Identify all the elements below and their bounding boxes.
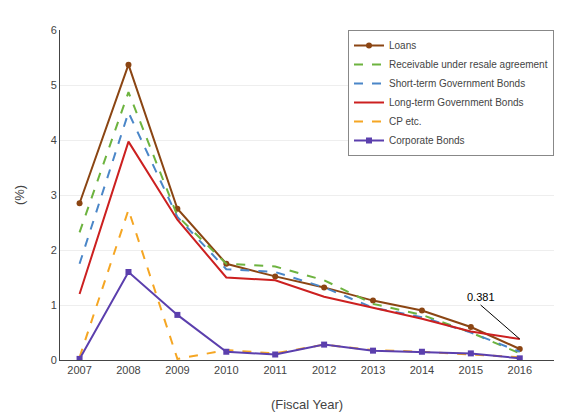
svg-text:1: 1 — [51, 299, 57, 311]
svg-text:(Fiscal Year): (Fiscal Year) — [271, 397, 343, 412]
svg-text:2009: 2009 — [165, 364, 189, 376]
svg-text:2016: 2016 — [508, 364, 532, 376]
svg-text:Short-term Government Bonds: Short-term Government Bonds — [389, 78, 525, 89]
svg-text:2015: 2015 — [459, 364, 483, 376]
svg-text:0: 0 — [51, 354, 57, 366]
svg-text:2011: 2011 — [263, 364, 287, 376]
svg-text:3: 3 — [51, 189, 57, 201]
svg-text:2013: 2013 — [361, 364, 385, 376]
svg-text:Loans: Loans — [389, 40, 416, 51]
svg-text:CP etc.: CP etc. — [389, 116, 422, 127]
svg-text:Receivable under resale agreem: Receivable under resale agreement — [389, 59, 548, 70]
svg-text:5: 5 — [51, 79, 57, 91]
svg-text:Corporate Bonds: Corporate Bonds — [389, 135, 465, 146]
svg-text:2014: 2014 — [410, 364, 434, 376]
svg-text:2007: 2007 — [67, 364, 91, 376]
svg-text:2: 2 — [51, 244, 57, 256]
svg-text:2012: 2012 — [312, 364, 336, 376]
svg-text:0.381: 0.381 — [467, 291, 495, 303]
svg-text:Long-term Government Bonds: Long-term Government Bonds — [389, 97, 524, 108]
svg-text:2010: 2010 — [214, 364, 238, 376]
svg-text:(%): (%) — [12, 185, 27, 205]
svg-text:6: 6 — [51, 24, 57, 36]
svg-text:2008: 2008 — [116, 364, 140, 376]
svg-text:4: 4 — [51, 134, 57, 146]
